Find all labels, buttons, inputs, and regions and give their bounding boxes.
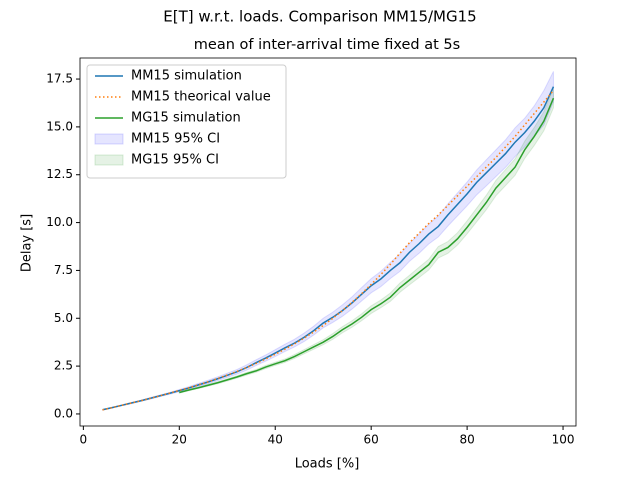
x-tick-label: 0: [80, 433, 88, 447]
plot-frame: [79, 57, 577, 427]
y-tick-label: 15.0: [46, 119, 73, 133]
x-tick-label: 60: [364, 433, 379, 447]
y-axis-label: Delay [s]: [20, 214, 35, 272]
legend-label: MM15 theorical value: [131, 90, 271, 105]
x-axis-label: Loads [%]: [295, 457, 360, 472]
series-line: [179, 97, 555, 394]
legend-label: MG15 95% CI: [131, 153, 219, 168]
y-tick-label: 0.0: [54, 406, 73, 420]
legend-box: [86, 64, 287, 179]
legend-label: MM15 simulation: [131, 69, 242, 84]
x-tick-label: 40: [268, 433, 283, 447]
x-tick-label: 80: [459, 433, 474, 447]
legend-swatch: [94, 133, 124, 145]
legend-label: MM15 95% CI: [131, 132, 220, 147]
y-tick-label: 10.0: [46, 215, 73, 229]
ci-band: [178, 88, 554, 394]
legend-swatch: [94, 154, 124, 166]
y-tick-label: 17.5: [46, 72, 73, 86]
y-tick-label: 7.5: [54, 263, 73, 277]
y-tick-label: 2.5: [54, 359, 73, 373]
legend-label: MG15 simulation: [131, 111, 241, 126]
x-tick-label: 20: [172, 433, 187, 447]
suptitle: E[T] w.r.t. loads. Comparison MM15/MG15: [163, 8, 476, 26]
y-tick-label: 5.0: [54, 311, 73, 325]
y-tick-label: 12.5: [46, 167, 73, 181]
ci-band: [102, 71, 554, 411]
x-tick-label: 100: [552, 433, 575, 447]
chart-title: mean of inter-arrival time fixed at 5s: [194, 37, 460, 53]
